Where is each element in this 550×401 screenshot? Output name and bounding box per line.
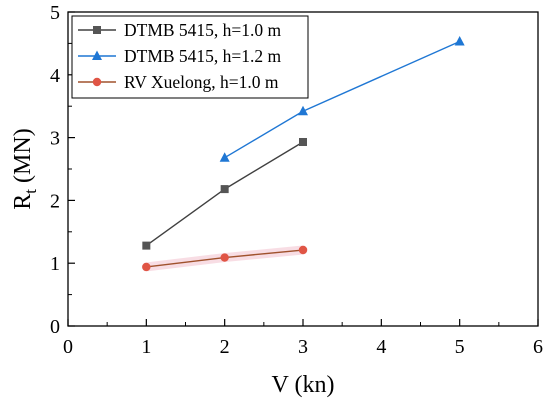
x-tick-label: 1 — [141, 336, 151, 358]
x-tick-label: 2 — [220, 336, 230, 358]
y-axis-title-main: R — [10, 194, 36, 210]
data-point — [220, 253, 229, 262]
y-tick-label: 0 — [50, 316, 60, 338]
y-tick-label: 5 — [50, 2, 60, 24]
x-tick-label: 3 — [298, 336, 308, 358]
series-group — [141, 36, 465, 272]
legend-item: RV Xuelong, h=1.0 m — [78, 72, 279, 92]
legend-items: DTMB 5415, h=1.0 m DTMB 5415, h=1.2 m RV X… — [78, 20, 282, 92]
data-point — [142, 262, 151, 272]
y-tick-label: 3 — [50, 128, 60, 150]
x-tick-label: 6 — [533, 336, 543, 358]
data-point — [220, 185, 229, 194]
legend-item: DTMB 5415, h=1.2 m — [78, 46, 282, 66]
data-point — [454, 36, 465, 46]
series-3 — [141, 245, 308, 272]
axis-ticks: 0 1 2 3 4 5 6 0 1 2 3 4 5 — [50, 2, 543, 358]
data-point — [299, 137, 307, 146]
y-tick-label: 1 — [50, 253, 60, 275]
x-tick-label: 5 — [455, 336, 465, 358]
legend: DTMB 5415, h=1.0 m DTMB 5415, h=1.2 m RV X… — [71, 15, 309, 99]
legend-marker — [92, 50, 102, 60]
legend-marker — [93, 26, 101, 34]
series-1 — [142, 137, 307, 250]
x-tick-label: 0 — [63, 336, 73, 358]
x-axis-title: V (kn) — [272, 372, 335, 398]
legend-item: DTMB 5415, h=1.0 m — [78, 20, 282, 40]
y-tick-label: 4 — [50, 65, 60, 87]
data-point — [142, 241, 151, 250]
y-tick-label: 2 — [50, 190, 60, 212]
legend-label: DTMB 5415, h=1.0 m — [124, 20, 282, 40]
x-tick-label: 4 — [376, 336, 386, 358]
legend-marker — [92, 77, 102, 87]
data-point — [219, 152, 230, 162]
y-axis-title: Rt (MN) — [10, 128, 40, 209]
y-axis-title-subscript: t — [21, 189, 40, 194]
legend-label: RV Xuelong, h=1.0 m — [124, 72, 279, 92]
data-point — [298, 245, 308, 255]
data-point — [298, 105, 308, 116]
y-axis-title-unit: (MN) — [10, 128, 36, 189]
legend-label: DTMB 5415, h=1.2 m — [124, 46, 282, 66]
series-2 — [219, 36, 465, 162]
